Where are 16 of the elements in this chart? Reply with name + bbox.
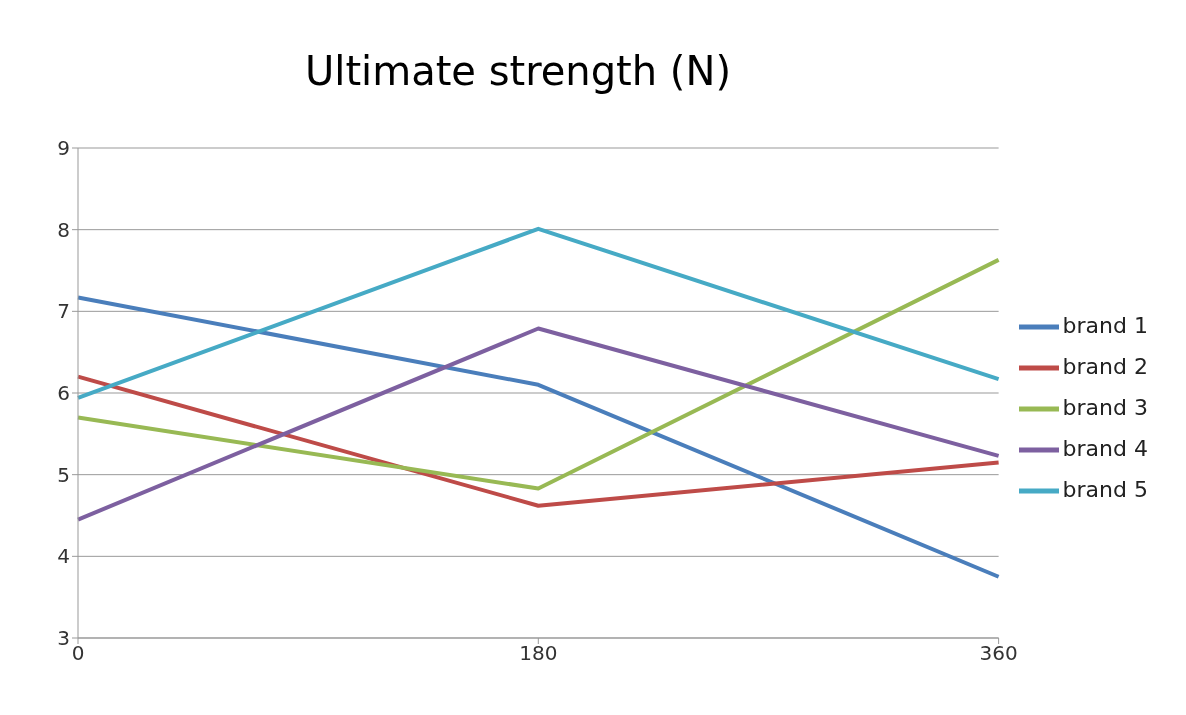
legend-label: brand 4	[1062, 435, 1148, 461]
y-tick-label: 8	[57, 217, 70, 242]
y-tick-label: 9	[57, 136, 70, 161]
y-tick-label: 6	[57, 381, 70, 406]
x-tick-label: 360	[979, 641, 1018, 666]
legend-label: brand 3	[1062, 394, 1148, 420]
chart-title: Ultimate strength (N)	[304, 47, 732, 96]
y-tick-label: 4	[57, 544, 70, 569]
y-tick-label: 3	[57, 626, 70, 651]
legend-label: brand 1	[1062, 312, 1148, 338]
x-tick-label: 180	[519, 641, 558, 666]
y-tick-label: 5	[57, 462, 70, 487]
y-tick-label: 7	[57, 299, 70, 324]
legend-label: brand 5	[1062, 476, 1148, 502]
x-tick-label: 0	[71, 641, 85, 666]
legend-label: brand 2	[1062, 353, 1148, 379]
